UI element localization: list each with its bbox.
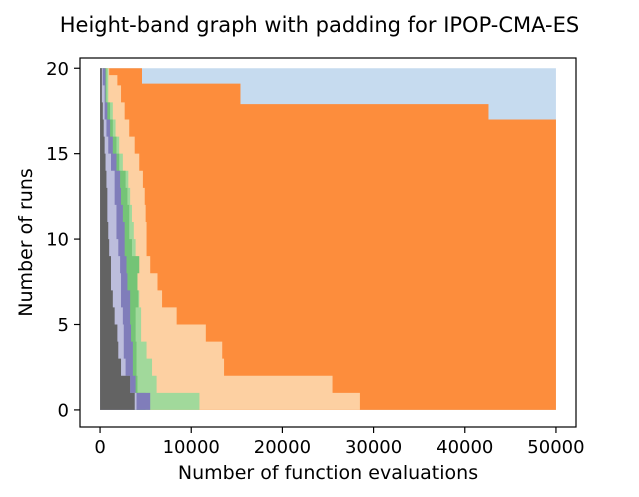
band-8 xyxy=(100,68,135,410)
bands-layer xyxy=(100,68,556,410)
x-tick-label: 50000 xyxy=(527,437,584,458)
x-tick-label: 10000 xyxy=(163,437,220,458)
x-axis: 0 10000 20000 30000 40000 50000 xyxy=(94,427,585,458)
x-tick-label: 20000 xyxy=(254,437,311,458)
x-tick-label: 30000 xyxy=(345,437,402,458)
y-axis: 0 5 10 15 20 xyxy=(46,59,80,421)
x-tick-label: 0 xyxy=(94,437,105,458)
x-axis-label: Number of function evaluations xyxy=(178,462,478,484)
band-2 xyxy=(100,68,556,410)
y-tick-label: 10 xyxy=(46,230,69,251)
plot-frame xyxy=(79,57,577,428)
x-tick-label: 40000 xyxy=(436,437,493,458)
y-tick-label: 15 xyxy=(46,144,69,165)
y-axis-label: Number of runs xyxy=(15,168,37,317)
chart-title: Height-band graph with padding for IPOP-… xyxy=(60,13,579,37)
band-3 xyxy=(100,68,360,410)
y-tick-label: 5 xyxy=(58,315,69,336)
y-tick-label: 0 xyxy=(58,400,69,421)
y-tick-label: 20 xyxy=(46,59,69,80)
